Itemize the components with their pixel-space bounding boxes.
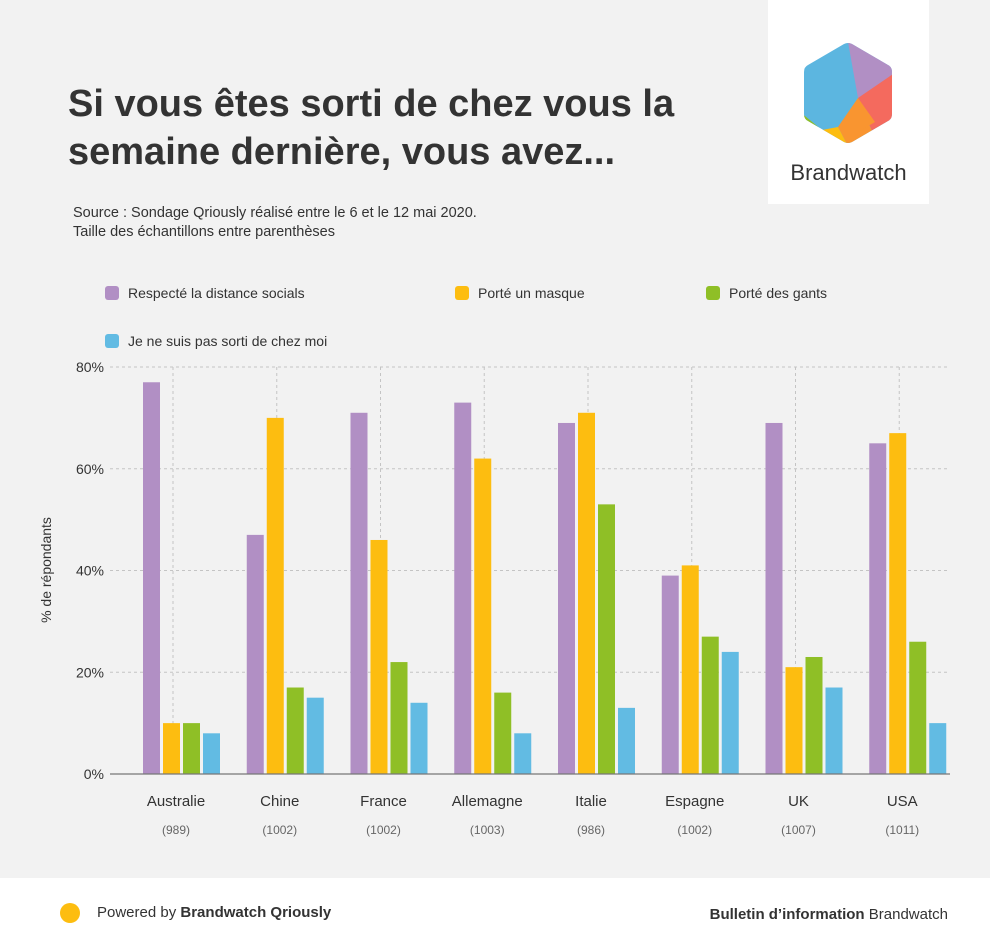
bar-usa-2 xyxy=(909,641,927,774)
bar-allemagne-1 xyxy=(474,458,492,774)
bar-chine-0 xyxy=(246,534,264,774)
sample-size-label: (1002) xyxy=(677,823,712,837)
legend-swatch-blue xyxy=(105,334,119,348)
legend-item-distance: Respecté la distance socials xyxy=(105,285,305,301)
brandwatch-logo-text: Brandwatch xyxy=(790,160,907,185)
footer: Powered by Brandwatch Qriously Bulletin … xyxy=(0,878,990,948)
bulletin-link[interactable]: Bulletin d’information Brandwatch xyxy=(710,906,948,923)
bar-italie-0 xyxy=(558,422,575,774)
x-tick-label: Allemagne xyxy=(452,793,523,810)
legend-swatch-yellow xyxy=(455,286,469,300)
legend-item-gloves: Porté des gants xyxy=(706,285,827,301)
bar-chart: 0% 20% 40% 60% 80% Australie (989) Chine (1002) F… xyxy=(38,359,950,837)
bar-chine-2 xyxy=(286,687,304,774)
brandwatch-logo: Brandwatch xyxy=(768,0,929,204)
x-tick-label: Espagne xyxy=(665,793,724,810)
bar-france-0 xyxy=(350,412,368,774)
bar-italie-1 xyxy=(578,412,595,774)
bar-australie-1 xyxy=(163,723,180,774)
source-line: Source : Sondage Qriously réalisé entre … xyxy=(73,205,477,221)
bar-usa-3 xyxy=(929,723,947,774)
source-note: Source : Sondage Qriously réalisé entre … xyxy=(73,204,477,242)
bar-espagne-0 xyxy=(661,575,679,774)
legend-item-stayed-home: Je ne suis pas sorti de chez moi xyxy=(105,333,327,349)
legend-label: Porté un masque xyxy=(478,285,585,301)
sample-size-label: (989) xyxy=(162,823,190,837)
bar-italie-3 xyxy=(618,707,635,774)
legend-swatch-purple xyxy=(105,286,119,300)
qriously-dot-icon xyxy=(60,903,80,923)
x-tick-label: USA xyxy=(887,793,918,810)
bar-allemagne-3 xyxy=(514,733,532,774)
bar-australie-3 xyxy=(203,733,220,774)
powered-by-prefix: Powered by xyxy=(97,904,181,921)
bar-italie-2 xyxy=(598,504,615,774)
sample-size-label: (1007) xyxy=(781,823,816,837)
x-tick-label: Australie xyxy=(147,793,205,810)
sample-size-note: Taille des échantillons entre parenthèse… xyxy=(73,224,335,240)
bar-espagne-1 xyxy=(681,565,699,774)
x-tick-label: Italie xyxy=(575,793,607,810)
bar-usa-0 xyxy=(869,443,887,774)
brandwatch-hexagon-logo-icon xyxy=(804,43,892,143)
x-tick-label: UK xyxy=(788,793,809,810)
y-tick-label: 20% xyxy=(76,664,104,680)
x-tick-label: France xyxy=(360,793,407,810)
sample-size-label: (1002) xyxy=(262,823,297,837)
bulletin-label: Bulletin d’information xyxy=(709,906,865,923)
y-tick-label: 0% xyxy=(84,766,104,782)
bar-france-3 xyxy=(410,702,428,774)
bar-chine-3 xyxy=(306,697,324,774)
bar-allemagne-2 xyxy=(494,692,512,774)
powered-by: Powered by Brandwatch Qriously xyxy=(97,904,331,921)
bar-uk-1 xyxy=(785,667,803,774)
legend-item-mask: Porté un masque xyxy=(455,285,585,301)
legend-label: Respecté la distance socials xyxy=(128,285,305,301)
bar-allemagne-0 xyxy=(454,402,472,774)
bar-australie-0 xyxy=(143,382,160,774)
legend-swatch-green xyxy=(706,286,720,300)
y-tick-label: 80% xyxy=(76,359,104,375)
bar-chine-1 xyxy=(266,417,284,774)
bar-uk-2 xyxy=(805,656,823,774)
bar-espagne-2 xyxy=(701,636,719,774)
page-title: Si vous êtes sorti de chez vous la semai… xyxy=(68,83,675,173)
y-tick-label: 60% xyxy=(76,461,104,477)
legend-label: Je ne suis pas sorti de chez moi xyxy=(128,333,328,349)
powered-by-brand: Brandwatch Qriously xyxy=(180,904,332,921)
bar-uk-0 xyxy=(765,422,783,774)
sample-size-label: (1003) xyxy=(470,823,505,837)
bar-australie-2 xyxy=(183,723,200,774)
sample-size-label: (1011) xyxy=(885,823,919,837)
x-tick-label: Chine xyxy=(260,793,299,810)
sample-size-label: (1002) xyxy=(366,823,401,837)
sample-size-label: (986) xyxy=(577,823,605,837)
bar-france-1 xyxy=(370,539,388,774)
bulletin-brand: Brandwatch xyxy=(864,906,948,923)
bar-espagne-3 xyxy=(721,651,739,774)
bar-usa-1 xyxy=(889,433,907,774)
y-tick-label: 40% xyxy=(76,563,104,579)
bar-uk-3 xyxy=(825,687,843,774)
legend-label: Porté des gants xyxy=(729,285,828,301)
y-axis-label: % de répondants xyxy=(38,517,54,623)
bar-france-2 xyxy=(390,662,408,774)
